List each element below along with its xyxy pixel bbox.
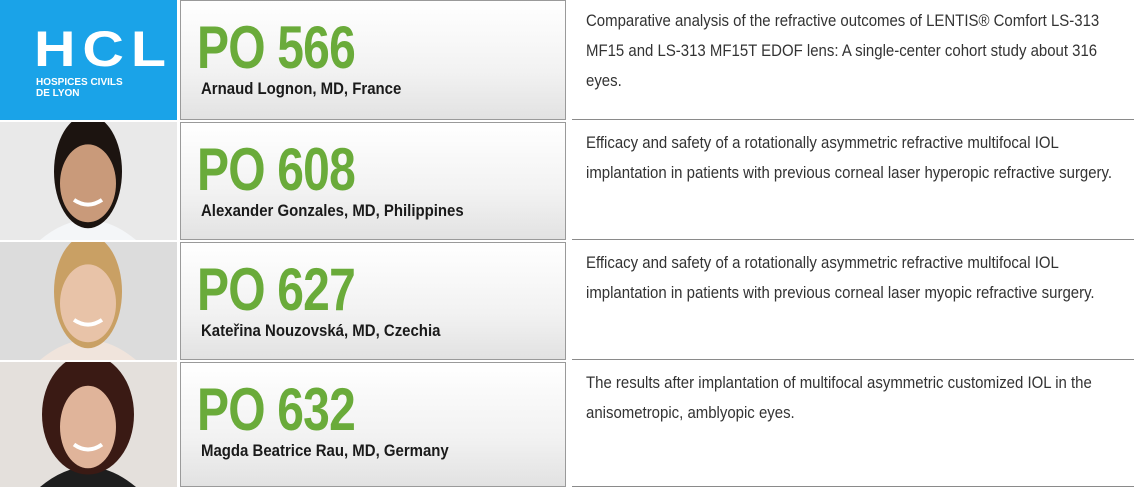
logo-subtitle-line: HOSPICES CIVILS [36,77,123,88]
poster-code: PO 566 [197,13,355,82]
poster-code: PO 632 [197,375,355,444]
description: The results after implantation of multif… [586,368,1127,428]
poster-list: HCLHOSPICES CIVILSDE LYONPO 566Arnaud Lo… [0,0,1134,487]
logo-name: HCL [34,20,173,78]
description-box: Comparative analysis of the refractive o… [572,0,1134,120]
poster-code: PO 608 [197,135,355,204]
portrait [0,122,177,240]
description: Efficacy and safety of a rotationally as… [586,128,1127,188]
description-box: The results after implantation of multif… [572,362,1134,487]
logo-subtitle-line: DE LYON [36,88,123,99]
portrait-art [0,242,177,360]
portrait [0,242,177,360]
description: Comparative analysis of the refractive o… [586,6,1127,96]
author: Kateřina Nouzovská, MD, Czechia [201,321,440,341]
portrait-art [0,362,177,487]
description: Efficacy and safety of a rotationally as… [586,248,1127,308]
description-box: Efficacy and safety of a rotationally as… [572,242,1134,360]
portrait [0,362,177,487]
poster-code: PO 627 [197,255,355,324]
description-box: Efficacy and safety of a rotationally as… [572,122,1134,240]
portrait-art [0,122,177,240]
author: Arnaud Lognon, MD, France [201,79,401,99]
author: Magda Beatrice Rau, MD, Germany [201,441,449,461]
author: Alexander Gonzales, MD, Philippines [201,201,464,221]
